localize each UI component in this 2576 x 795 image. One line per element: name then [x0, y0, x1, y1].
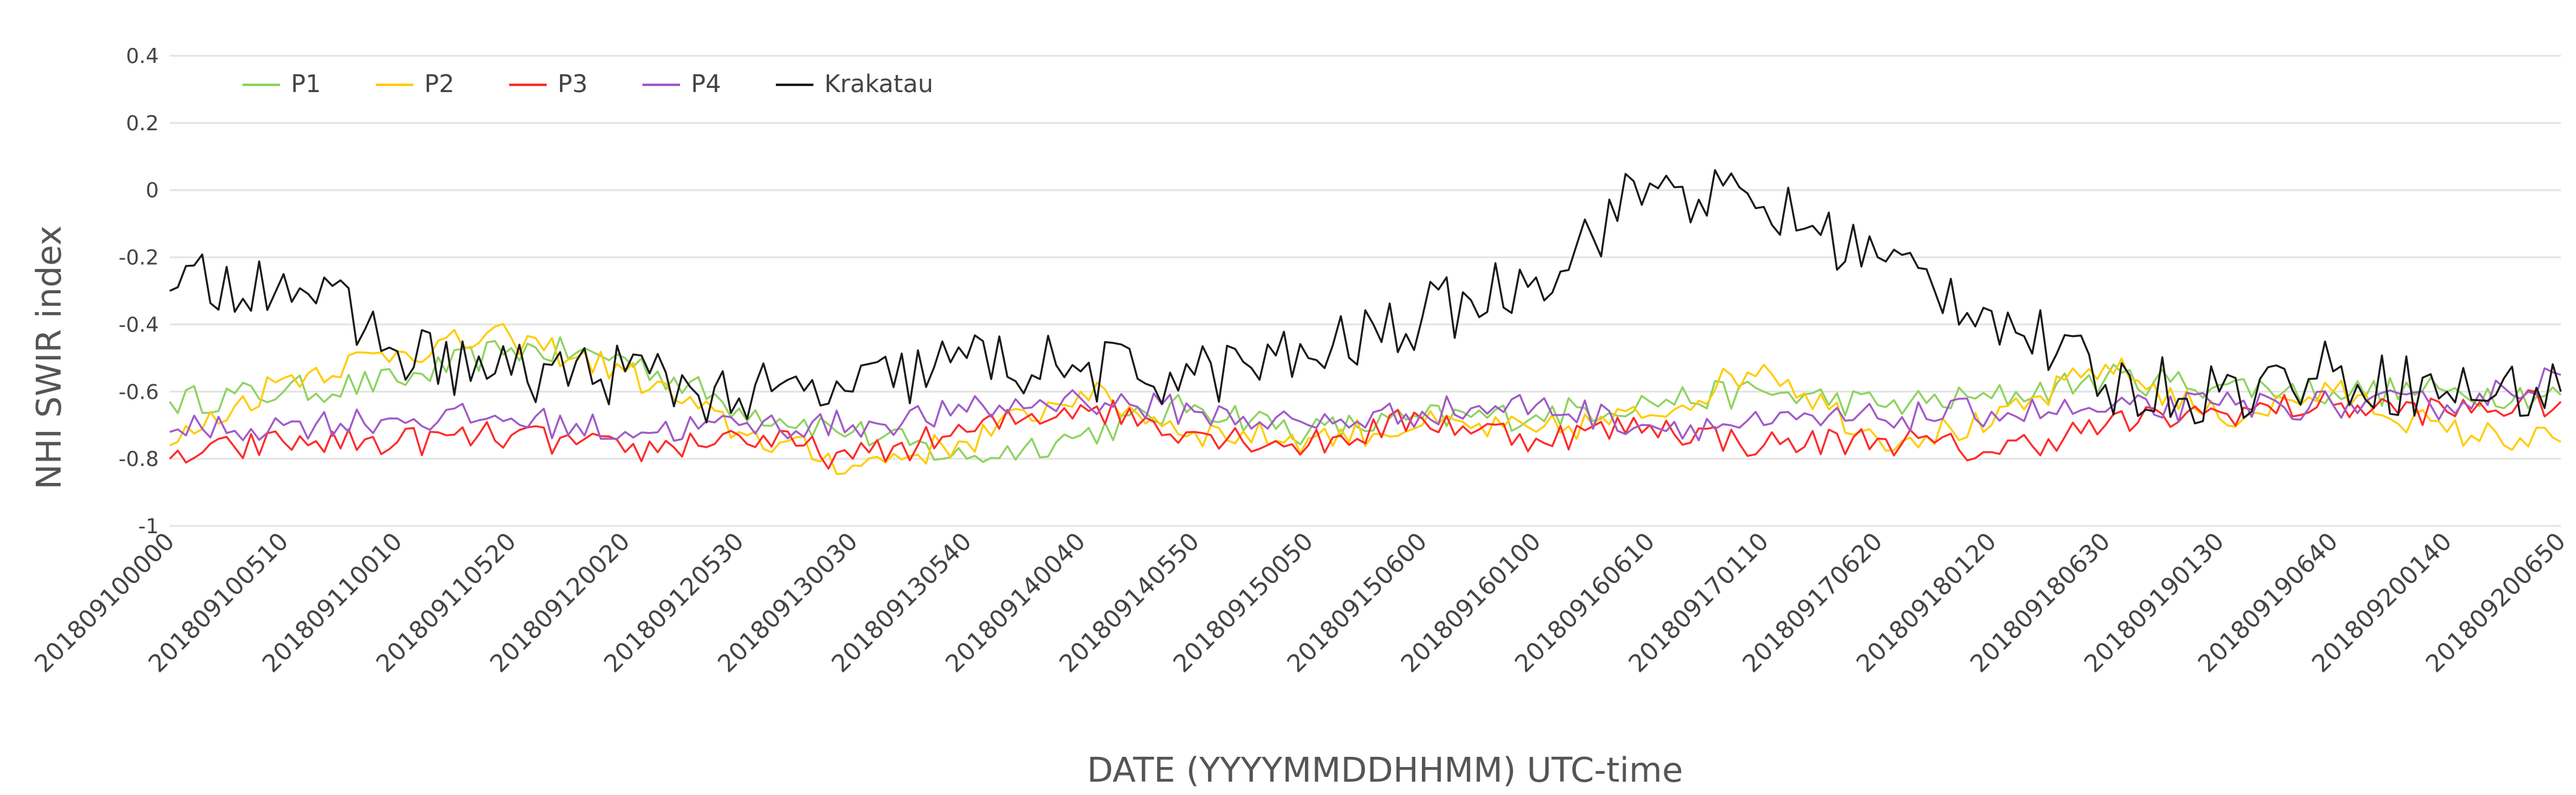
- legend-label-krakatau: Krakatau: [824, 70, 933, 98]
- x-axis-title: DATE (YYYYMMDDHHMM) UTC-time: [1087, 751, 1683, 790]
- y-tick-label: 0.4: [126, 44, 159, 68]
- y-tick-label: -0.8: [119, 447, 159, 471]
- y-axis-title: NHI SWIR index: [30, 225, 69, 490]
- series-line-p2: [169, 322, 2561, 475]
- series-line-p3: [169, 389, 2562, 470]
- y-tick-label: -0.6: [119, 380, 159, 404]
- y-tick-label: -1: [138, 514, 159, 539]
- y-tick-label: -0.4: [119, 313, 159, 337]
- y-tick-label: -0.2: [119, 246, 159, 270]
- legend-label-p3: P3: [558, 70, 588, 98]
- series-lines: [169, 169, 2562, 475]
- y-tick-label: 0: [145, 179, 159, 203]
- y-tick-label: 0.2: [126, 111, 159, 136]
- series-line-p4: [169, 367, 2561, 442]
- x-axis-ticks: 2018091000002018091005102018091100102018…: [30, 528, 2571, 678]
- y-axis-ticks: 0.4 0.2 0 -0.2 -0.4 -0.6 -0.8 -1: [119, 44, 159, 539]
- grid: [170, 55, 2561, 527]
- legend: P1 P2 P3 P4 Krakatau: [242, 70, 933, 98]
- legend-label-p2: P2: [424, 70, 455, 98]
- legend-label-p1: P1: [291, 70, 321, 98]
- legend-label-p4: P4: [691, 70, 721, 98]
- series-line-krakatau: [169, 169, 2562, 425]
